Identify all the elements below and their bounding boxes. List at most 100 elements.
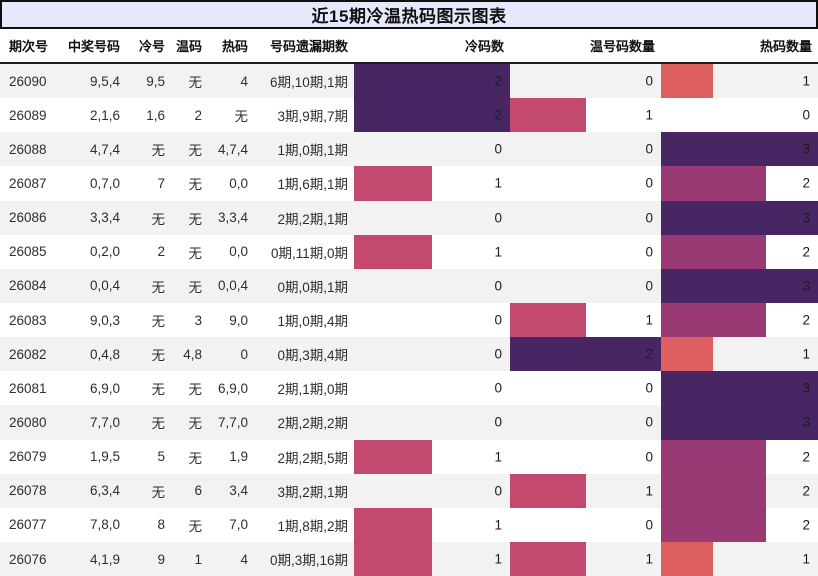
hot-number-cell: 7,7,0 bbox=[217, 414, 248, 430]
period-cell: 26076 bbox=[9, 551, 47, 567]
header-hot-count: 热码数量 bbox=[759, 39, 812, 54]
warm-number-cell: 6 bbox=[194, 483, 202, 499]
missing-periods-cell: 0期,3期,4期 bbox=[277, 348, 348, 364]
hot-count-value: 3 bbox=[802, 380, 810, 396]
hot-count-value: 3 bbox=[802, 210, 810, 226]
cold-count-bar-cell: 0 bbox=[354, 303, 510, 337]
warm-count-bar-cell: 2 bbox=[510, 337, 661, 372]
cold-count-bar-cell: 0 bbox=[354, 269, 510, 303]
cold-number-cell: 8 bbox=[157, 517, 165, 533]
table-row: 26084 0,0,4 无 无 0,0,4 0期,0期,1期 0 0 3 bbox=[0, 268, 818, 303]
warm-count-bar-cell: 0 bbox=[510, 235, 661, 269]
table-row: 26082 0,4,8 无 4,8 0 0期,3期,4期 0 2 1 bbox=[0, 337, 818, 372]
cold-count-bar-cell: 0 bbox=[354, 201, 510, 235]
cold-count-bar bbox=[354, 166, 432, 201]
winning-numbers-cell: 9,0,3 bbox=[89, 312, 120, 328]
warm-count-bar-cell: 1 bbox=[510, 541, 661, 576]
cold-number-cell: 9,5 bbox=[146, 73, 165, 89]
warm-number-cell: 无 bbox=[188, 518, 203, 534]
hot-count-value: 2 bbox=[802, 244, 810, 260]
table-row: 26081 6,9,0 无 无 6,9,0 2期,1期,0期 0 0 3 bbox=[0, 371, 818, 406]
winning-numbers-cell: 4,7,4 bbox=[89, 141, 120, 157]
hot-count-bar bbox=[661, 64, 714, 99]
warm-count-value: 1 bbox=[645, 483, 653, 499]
cold-count-bar bbox=[354, 541, 432, 576]
cold-count-value: 0 bbox=[494, 210, 502, 226]
hot-number-cell: 0,0 bbox=[229, 244, 248, 260]
table-row: 26079 1,9,5 5 无 1,9 2期,2期,5期 1 0 2 bbox=[0, 439, 818, 474]
cold-number-cell: 无 bbox=[151, 279, 166, 295]
header-winning-numbers: 中奖号码 bbox=[67, 39, 120, 54]
hot-count-bar bbox=[661, 507, 766, 542]
hot-count-bar bbox=[661, 166, 766, 201]
hot-count-bar-cell: 3 bbox=[661, 268, 818, 303]
header-cold-count: 冷码数 bbox=[464, 39, 504, 54]
hot-count-bar-cell: 3 bbox=[661, 371, 818, 406]
hot-count-bar bbox=[661, 405, 818, 440]
warm-count-bar-cell: 0 bbox=[510, 508, 661, 542]
period-cell: 26080 bbox=[9, 414, 47, 430]
header-hot-number: 热码 bbox=[221, 39, 248, 54]
warm-count-value: 1 bbox=[645, 107, 653, 123]
hot-number-cell: 4 bbox=[240, 73, 248, 89]
period-cell: 26077 bbox=[9, 517, 47, 533]
warm-count-value: 1 bbox=[645, 551, 653, 567]
hot-count-bar-cell: 1 bbox=[661, 64, 818, 99]
missing-periods-cell: 1期,8期,2期 bbox=[277, 518, 348, 534]
missing-periods-cell: 0期,3期,16期 bbox=[269, 553, 348, 569]
header-cold-number: 冷号 bbox=[138, 39, 165, 54]
hot-count-bar-cell: 3 bbox=[661, 200, 818, 235]
cold-count-bar-cell: 1 bbox=[354, 541, 510, 576]
cold-count-value: 0 bbox=[494, 380, 502, 396]
cold-number-cell: 9 bbox=[157, 551, 165, 567]
table-row: 26090 9,5,4 9,5 无 4 6期,10期,1期 2 0 1 bbox=[0, 64, 818, 99]
warm-count-bar-cell: 0 bbox=[510, 405, 661, 439]
hot-number-cell: 4 bbox=[240, 551, 248, 567]
cold-count-bar-cell: 2 bbox=[354, 98, 510, 133]
hot-count-bar bbox=[661, 200, 818, 235]
table-body: 26090 9,5,4 9,5 无 4 6期,10期,1期 2 0 1 26089 2,1,6 1,6… bbox=[0, 64, 818, 576]
cold-number-cell: 无 bbox=[151, 348, 166, 364]
chart-title-bar: 近15期冷温热码图示图表 bbox=[0, 0, 818, 29]
warm-count-bar-cell: 0 bbox=[510, 64, 661, 98]
warm-count-value: 1 bbox=[645, 312, 653, 328]
warm-number-cell: 无 bbox=[188, 382, 203, 398]
hot-count-value: 3 bbox=[802, 278, 810, 294]
hot-count-bar-cell: 2 bbox=[661, 439, 818, 474]
cold-count-bar-cell: 0 bbox=[354, 337, 510, 371]
cold-count-bar bbox=[354, 234, 432, 269]
cold-number-cell: 无 bbox=[151, 314, 166, 330]
cold-number-cell: 1,6 bbox=[146, 107, 165, 123]
missing-periods-cell: 0期,11期,0期 bbox=[270, 245, 348, 261]
cold-count-value: 0 bbox=[494, 141, 502, 157]
hot-count-value: 1 bbox=[802, 73, 810, 89]
warm-count-value: 0 bbox=[645, 380, 653, 396]
hot-count-value: 2 bbox=[802, 449, 810, 465]
cold-count-bar-cell: 0 bbox=[354, 371, 510, 405]
warm-count-value: 2 bbox=[645, 346, 653, 362]
header-period: 期次号 bbox=[9, 39, 49, 54]
cold-number-cell: 无 bbox=[151, 484, 166, 500]
warm-count-value: 0 bbox=[645, 449, 653, 465]
hot-number-cell: 3,3,4 bbox=[217, 210, 248, 226]
warm-count-bar-cell: 0 bbox=[510, 440, 661, 474]
warm-count-bar-cell: 1 bbox=[510, 302, 661, 338]
warm-count-bar-cell: 1 bbox=[510, 98, 661, 133]
hot-count-value: 2 bbox=[802, 517, 810, 533]
hot-count-bar-cell: 1 bbox=[661, 541, 818, 576]
warm-number-cell: 无 bbox=[188, 245, 203, 261]
cold-count-value: 2 bbox=[494, 107, 502, 123]
missing-periods-cell: 3期,2期,1期 bbox=[277, 484, 348, 500]
hot-number-cell: 4,7,4 bbox=[217, 141, 248, 157]
warm-count-value: 0 bbox=[645, 141, 653, 157]
hot-count-bar-cell: 0 bbox=[661, 98, 818, 132]
cold-count-bar bbox=[354, 98, 510, 133]
warm-number-cell: 无 bbox=[188, 450, 203, 466]
cold-number-cell: 2 bbox=[157, 244, 165, 260]
warm-number-cell: 1 bbox=[194, 551, 202, 567]
hot-count-value: 2 bbox=[802, 312, 810, 328]
cold-count-value: 0 bbox=[494, 278, 502, 294]
warm-number-cell: 无 bbox=[188, 177, 203, 193]
header-missing-periods: 号码遗漏期数 bbox=[269, 39, 348, 54]
cold-count-value: 0 bbox=[494, 312, 502, 328]
